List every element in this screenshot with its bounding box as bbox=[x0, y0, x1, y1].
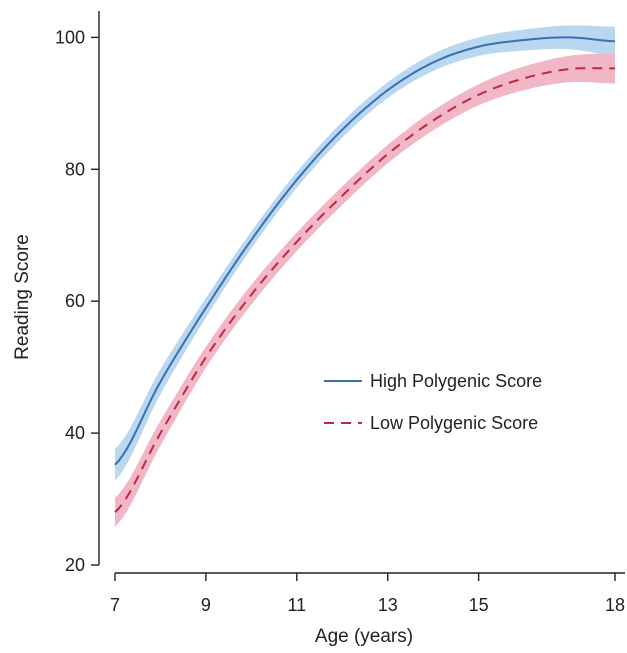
confidence-band-high-polygenic-score bbox=[115, 25, 615, 481]
x-tick-label-15: 15 bbox=[469, 595, 489, 615]
x-tick-label-11: 11 bbox=[287, 595, 306, 615]
legend: High Polygenic Score Low Polygenic Score bbox=[324, 371, 542, 433]
series-line-low-polygenic-score bbox=[114, 67, 615, 513]
series-lines bbox=[114, 36, 616, 513]
x-tick-label-18: 18 bbox=[605, 595, 625, 615]
legend-label-high-polygenic-score: High Polygenic Score bbox=[370, 371, 542, 391]
legend-label-low-polygenic-score: Low Polygenic Score bbox=[370, 413, 538, 433]
axis-ticks: 20 40 60 80 100 7 9 11 13 15 18 bbox=[55, 27, 625, 615]
y-tick-label-20: 20 bbox=[65, 555, 85, 575]
y-tick-label-60: 60 bbox=[65, 291, 85, 311]
axes bbox=[98, 11, 625, 574]
confidence-band-low-polygenic-score bbox=[115, 53, 615, 527]
series-line-high-polygenic-score bbox=[114, 36, 616, 466]
y-tick-label-40: 40 bbox=[65, 423, 85, 443]
y-tick-label-100: 100 bbox=[55, 27, 85, 47]
x-axis-title: Age (years) bbox=[315, 626, 413, 647]
y-axis-title: Reading Score bbox=[12, 234, 33, 360]
y-tick-label-80: 80 bbox=[65, 159, 85, 179]
x-tick-label-7: 7 bbox=[110, 595, 120, 615]
confidence-bands bbox=[115, 25, 615, 527]
x-tick-label-9: 9 bbox=[201, 595, 211, 615]
x-tick-label-13: 13 bbox=[378, 595, 398, 615]
